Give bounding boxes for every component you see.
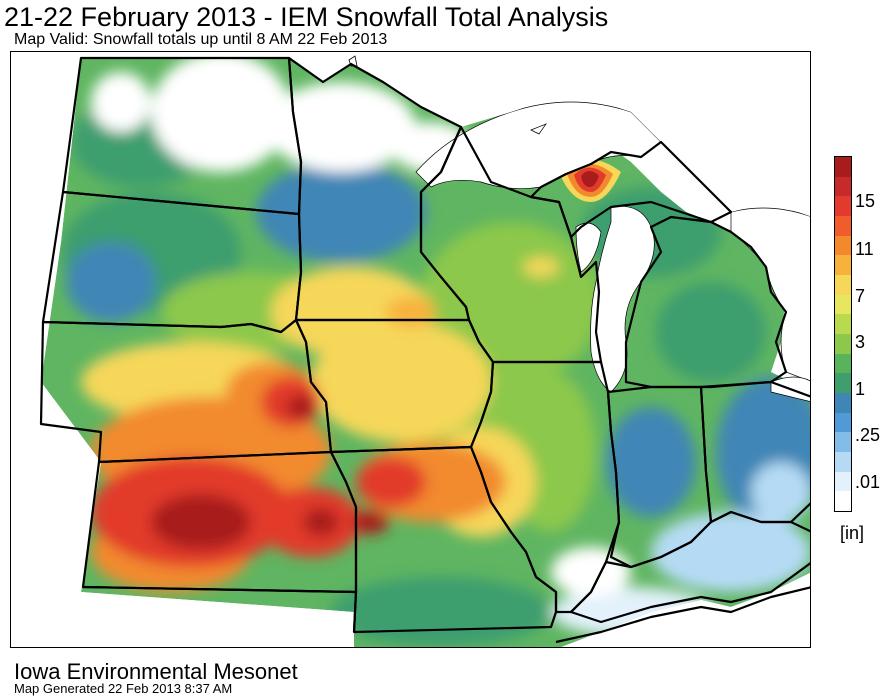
legend-swatch-9 [835,334,851,354]
legend-swatch-14 [835,432,851,453]
legend-swatch-4 [835,235,851,256]
legend-label-0-25: .25 [855,425,881,445]
legend-label-3: 3 [855,332,866,352]
legend-label-7: 7 [855,286,866,306]
generated-timestamp: Map Generated 22 Feb 2013 8:37 AM [14,681,233,696]
legend-swatch-0 [835,157,851,177]
legend-swatch-16 [835,471,851,492]
water-bodies [11,52,810,647]
isle-royale [530,123,547,135]
legend-swatch-3 [835,216,851,236]
legend-colorbar [834,156,852,512]
state-michigan-up [529,140,733,239]
legend-swatch-5 [835,255,851,276]
legend-swatch-12 [835,393,851,413]
legend-swatch-2 [835,196,851,217]
state-kentucky [569,510,810,624]
map-subtitle: Map Valid: Snowfall totals up until 8 AM… [14,31,388,48]
legend-swatch-15 [835,452,851,472]
green-bay [575,222,602,273]
state-tennessee-border [555,586,810,644]
legend-units: [in] [840,523,865,543]
legend-label-0-01: .01 [855,472,881,492]
legend-swatch-7 [835,294,851,315]
legend-swatch-17 [835,491,851,512]
state-michigan-lp [624,215,788,389]
organization-name: Iowa Environmental Mesonet [14,659,298,684]
legend-swatch-11 [835,373,851,394]
legend-swatch-8 [835,314,851,335]
state-boundaries [39,56,810,644]
legend-label-1: 1 [855,379,866,399]
lake-superior [415,101,662,189]
state-oklahoma-border [82,585,358,633]
snowfall-map [10,51,811,648]
legend-label-11: 11 [855,239,874,259]
legend-label-15: 15 [855,191,876,211]
legend-swatch-6 [835,275,851,295]
legend-swatch-1 [835,176,851,197]
lake-of-the-woods [348,55,358,67]
legend-swatch-13 [835,412,851,433]
map-title: 21-22 February 2013 - IEM Snowfall Total… [4,2,609,32]
legend-swatch-10 [835,353,851,374]
